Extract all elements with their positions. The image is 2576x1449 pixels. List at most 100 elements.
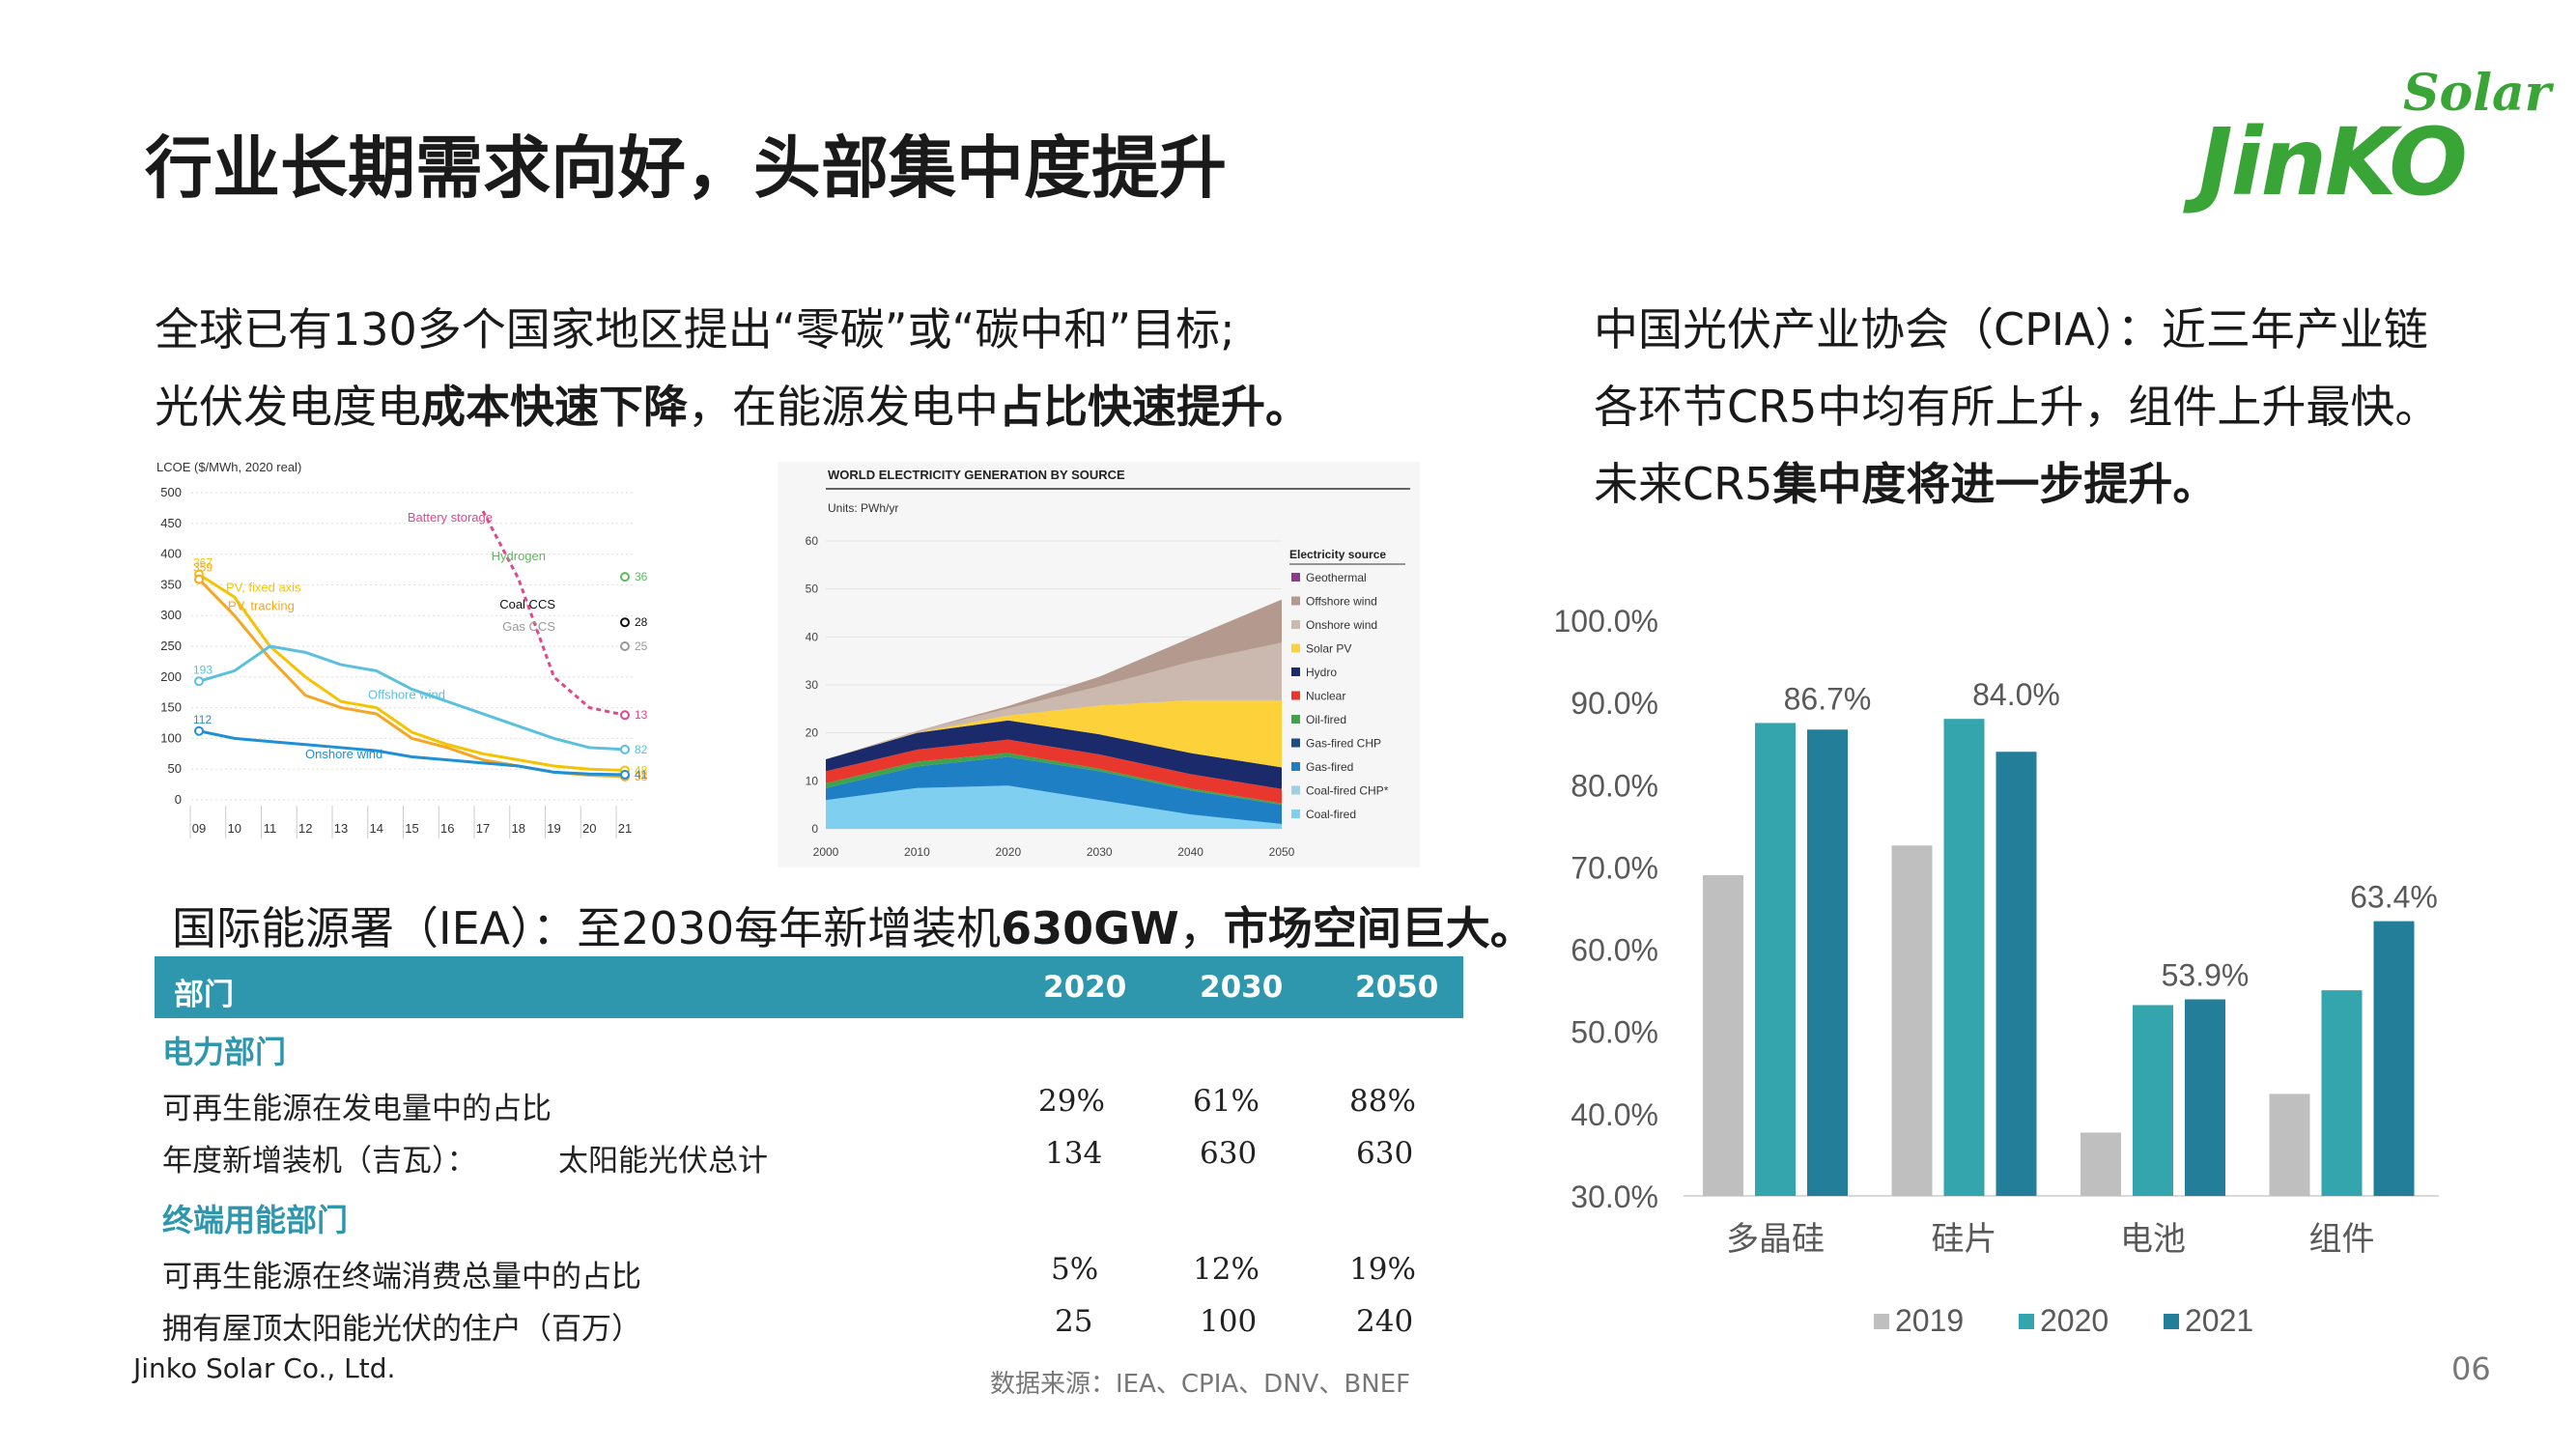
gen-legend-label: Gas-fired xyxy=(1306,760,1353,774)
gen-area-solar-pv xyxy=(826,699,1282,768)
lcoe-series-name: PV, fixed axis xyxy=(226,581,301,595)
cr5-data-label: 84.0% xyxy=(1972,677,2060,712)
cr5-bar-2020 xyxy=(2321,990,2363,1196)
gen-y-tick: 40 xyxy=(806,630,819,643)
gen-area-nuclear xyxy=(826,739,1282,804)
lcoe-series-name: Offshore wind xyxy=(368,687,445,701)
cr5-legend-swatch xyxy=(1874,1314,1889,1329)
lcoe-x-tick: 21 xyxy=(618,821,632,836)
cr5-y-tick: 80.0% xyxy=(1571,768,1658,803)
right-text-line1: 中国光伏产业协会（CPIA）：近三年产业链 xyxy=(1594,303,2428,355)
lcoe-y-tick: 100 xyxy=(160,730,182,745)
lcoe-end-label: 363 xyxy=(635,570,647,583)
gen-legend-swatch xyxy=(1291,738,1300,748)
left-text-line1: 全球已有130多个国家地区提出“零碳”或“碳中和”目标; xyxy=(155,303,1235,355)
table-row: 拥有屋顶太阳能光伏的住户（百万） 25 100 240 xyxy=(155,1294,1463,1347)
gen-legend-label: Offshore wind xyxy=(1306,595,1377,609)
gen-x-tick: 2020 xyxy=(995,845,1021,859)
lcoe-x-tick: 14 xyxy=(370,821,383,836)
cr5-bar-2021 xyxy=(1807,729,1848,1196)
left-text-line2-d: 占比快速提升。 xyxy=(999,381,1310,433)
lcoe-start-point xyxy=(194,574,204,584)
lcoe-start-point xyxy=(194,676,204,687)
lcoe-x-tick: 09 xyxy=(192,821,206,836)
right-text-line3-b: 集中度将进一步提升。 xyxy=(1772,458,2218,510)
cr5-y-tick: 60.0% xyxy=(1571,933,1658,968)
cr5-y-tick: 40.0% xyxy=(1571,1097,1658,1132)
cr5-y-tick: 70.0% xyxy=(1571,850,1658,885)
cr5-bar-2019 xyxy=(2269,1094,2310,1196)
lcoe-y-tick: 300 xyxy=(160,608,182,622)
lcoe-title: LCOE ($/MWh, 2020 real) xyxy=(156,460,301,474)
gen-legend-swatch xyxy=(1291,691,1300,700)
cr5-legend-swatch xyxy=(2164,1314,2179,1329)
lcoe-end-point xyxy=(620,769,630,780)
cr5-bar-2019 xyxy=(1891,845,1933,1196)
logo-solar-text: Solar xyxy=(2403,64,2552,123)
row-value-2050: 19% xyxy=(1349,1252,1416,1287)
lcoe-end-label: 82 xyxy=(635,743,647,756)
row-value-2030: 630 xyxy=(1200,1136,1258,1171)
lcoe-start-label: 112 xyxy=(193,713,212,726)
gen-legend-swatch xyxy=(1291,715,1300,724)
logo-jinko-text: JinKO xyxy=(2198,108,2468,216)
lcoe-end-label: 289 xyxy=(635,615,647,629)
iea-text-a: 国际能源署（IEA）：至2030每年新增装机 xyxy=(172,902,1002,954)
lcoe-end-point xyxy=(620,710,630,721)
row-value-2030: 12% xyxy=(1193,1252,1260,1287)
gen-legend-title: Electricity source xyxy=(1289,548,1386,561)
lcoe-x-tick: 13 xyxy=(334,821,348,836)
iea-text-d: 市场空间巨大。 xyxy=(1223,902,1535,954)
lcoe-x-tick: 12 xyxy=(298,821,312,836)
gen-legend-label: Onshore wind xyxy=(1306,618,1377,632)
iea-text: 国际能源署（IEA）：至2030每年新增装机630GW，市场空间巨大。 xyxy=(172,894,1535,957)
lcoe-y-tick: 500 xyxy=(160,485,182,499)
gen-y-tick: 60 xyxy=(806,534,819,548)
left-text-line2: 光伏发电度电成本快速下降，在能源发电中占比快速提升。 xyxy=(155,372,1310,436)
cr5-data-label: 86.7% xyxy=(1784,681,1872,716)
gen-legend-label: Solar PV xyxy=(1306,642,1351,656)
table-header-2030: 2030 xyxy=(1200,970,1284,1005)
row-value-2020: 134 xyxy=(1045,1136,1103,1171)
cr5-bar-chart: 30.0% 40.0% 50.0% 60.0% 70.0% 80.0% 90.0% 100.0… xyxy=(1553,604,2439,1338)
lcoe-end-label: 48 xyxy=(635,763,647,777)
lcoe-series-line xyxy=(198,644,626,752)
gen-y-tick: 0 xyxy=(811,822,818,836)
lcoe-y-tick: 0 xyxy=(175,792,182,807)
lcoe-start-label: 359 xyxy=(193,561,212,575)
table-section: 电力部门 xyxy=(155,1018,1463,1074)
data-source: 数据来源：IEA、CPIA、DNV、BNEF xyxy=(990,1370,1411,1399)
row-label: 拥有屋顶太阳能光伏的住户（百万） xyxy=(162,1312,641,1347)
lcoe-x-tick: 17 xyxy=(476,821,490,836)
cr5-category-label: 电池 xyxy=(2120,1220,2186,1259)
gen-legend-swatch xyxy=(1291,573,1300,582)
cr5-bar-2019 xyxy=(2081,1132,2121,1196)
lcoe-end-point xyxy=(620,641,630,651)
gen-units: Units: PWh/yr xyxy=(828,501,898,515)
cr5-category-label: 组件 xyxy=(2309,1220,2375,1259)
lcoe-end-label: 138 xyxy=(635,708,647,722)
lcoe-end-label: 250 xyxy=(635,639,647,653)
gen-legend-label: Geothermal xyxy=(1306,571,1367,584)
gen-y-tick: 30 xyxy=(806,678,819,692)
cr5-bar-2021 xyxy=(2373,921,2415,1196)
generation-area-chart: WORLD ELECTRICITY GENERATION BY SOURCE Un… xyxy=(778,462,1420,867)
right-text-line2: 各环节CR5中均有所上升，组件上升最快。 xyxy=(1594,381,2440,433)
lcoe-series-name: Hydrogen xyxy=(492,549,546,563)
gen-title: WORLD ELECTRICITY GENERATION BY SOURCE xyxy=(828,468,1125,482)
table-section: 终端用能部门 xyxy=(155,1186,1463,1242)
lcoe-end-point xyxy=(620,744,630,754)
gen-area-onshore-wind xyxy=(826,642,1282,759)
cr5-bar-2020 xyxy=(1755,723,1796,1196)
table-header-dept: 部门 xyxy=(174,978,234,1012)
lcoe-y-tick: 200 xyxy=(160,669,182,684)
cr5-bar-2021 xyxy=(1996,752,2037,1196)
gen-x-tick: 2030 xyxy=(1087,845,1113,859)
iea-text-c: ， xyxy=(1178,902,1224,954)
table-header-2050: 2050 xyxy=(1355,970,1439,1005)
lcoe-x-tick: 19 xyxy=(547,821,560,836)
gen-legend-swatch xyxy=(1291,643,1300,653)
row-value-2030: 100 xyxy=(1200,1304,1258,1339)
lcoe-series-name: PV, tracking xyxy=(228,599,295,613)
page-title: 行业长期需求向好，头部集中度提升 xyxy=(145,128,1227,208)
